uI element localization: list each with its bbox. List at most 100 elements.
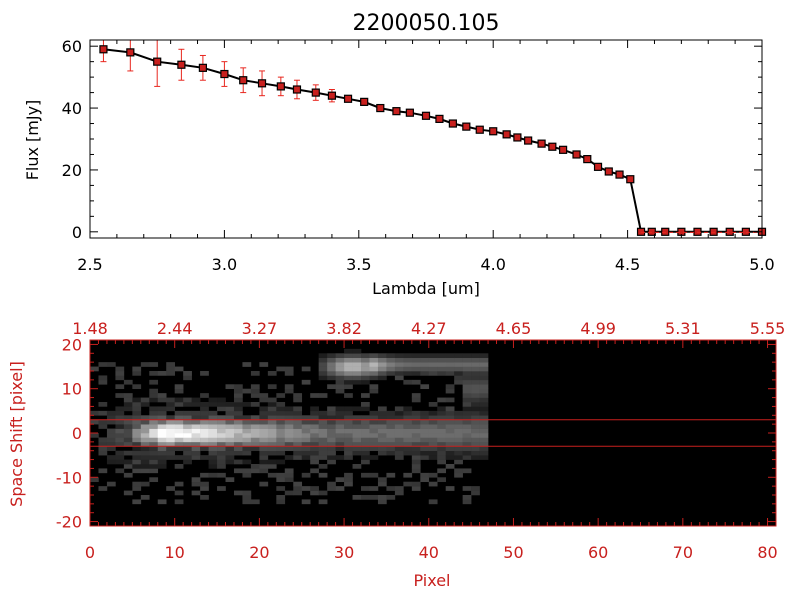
image-pixel: [115, 441, 125, 447]
image-pixel: [174, 428, 184, 434]
image-pixel: [445, 455, 455, 460]
image-pixel: [428, 371, 438, 376]
image-pixel: [462, 428, 472, 434]
chart-title: 2200050.105: [353, 11, 500, 36]
flux-point: [327, 91, 337, 100]
image-pixel: [327, 415, 336, 421]
image-pixel: [225, 428, 235, 434]
image-pixel: [327, 353, 336, 359]
image-pixel: [369, 419, 379, 425]
image-pixel: [445, 366, 455, 372]
image-pixel: [250, 419, 260, 425]
image-pixel: [208, 428, 218, 434]
image-pixel: [403, 481, 413, 487]
image-pixel: [233, 393, 243, 398]
image-pixel: [293, 481, 303, 487]
image-pixel: [377, 450, 387, 456]
image-pixel: [259, 397, 269, 403]
image-pixel: [276, 477, 286, 483]
image-pixel: [327, 366, 336, 372]
image-pixel: [335, 371, 345, 376]
spectrum-axes-frame: [89, 39, 763, 239]
image-pixel: [462, 357, 472, 363]
image-pixel: [479, 406, 489, 412]
image-pixel: [335, 446, 345, 452]
image-pixel: [352, 441, 362, 447]
image-pixel: [394, 424, 404, 429]
image-pixel: [200, 406, 209, 412]
image-pixel: [157, 410, 167, 416]
image-pixel: [140, 424, 150, 429]
image-pixel: [352, 415, 362, 421]
image-pixel: [132, 437, 142, 443]
image-pixel: [259, 393, 269, 398]
image-pixel: [310, 415, 319, 421]
image-pixel: [132, 428, 142, 434]
image-pixel: [191, 419, 201, 425]
image-pixel: [310, 490, 319, 496]
image-pixel: [420, 357, 430, 363]
image-pixel: [344, 379, 353, 385]
flux-point: [376, 103, 385, 113]
image-pixel: [369, 446, 379, 452]
image-top-tick-label: 2.44: [157, 319, 193, 338]
image-pixel: [149, 441, 159, 447]
image-pixel: [90, 433, 99, 438]
image-pixel: [327, 433, 336, 438]
image-pixel: [361, 375, 370, 381]
image-pixel: [157, 433, 167, 438]
image-pixel: [132, 450, 142, 456]
image-pixel: [344, 393, 353, 398]
image-pixel: [174, 410, 184, 416]
image-pixel: [479, 362, 489, 367]
image-pixel: [250, 464, 260, 469]
image-pixel: [276, 415, 286, 421]
image-pixel: [437, 424, 446, 429]
image-pixel: [310, 410, 319, 416]
image-pixel: [344, 446, 353, 452]
image-pixel: [132, 371, 142, 376]
image-pixel: [318, 393, 328, 398]
image-pixel: [217, 415, 226, 421]
image-pixel: [411, 464, 421, 469]
image-pixel: [377, 353, 387, 359]
image-pixel: [293, 455, 303, 460]
image-pixel: [479, 455, 489, 460]
image-pixel: [140, 428, 150, 434]
image-pixel: [377, 371, 387, 376]
image-pixel: [301, 366, 311, 372]
image-pixel: [174, 433, 184, 438]
image-pixel: [166, 402, 175, 407]
image-pixel: [149, 468, 159, 474]
image-pixel: [276, 410, 286, 416]
image-pixel: [301, 499, 311, 505]
image-pixel: [310, 424, 319, 429]
image-pixels: [90, 348, 489, 505]
image-pixel: [208, 472, 218, 478]
image-pixel: [140, 495, 150, 500]
image-pixel: [369, 437, 379, 443]
image-pixel: [123, 472, 133, 478]
image-pixel: [225, 384, 235, 390]
image-pixel: [403, 437, 413, 443]
image-pixel: [132, 464, 142, 469]
image-pixel: [293, 424, 303, 429]
image-pixel: [462, 410, 472, 416]
image-pixel: [200, 441, 209, 447]
image-pixel: [233, 384, 243, 390]
image-pixel: [284, 433, 294, 438]
image-pixel: [369, 375, 379, 381]
image-pixel: [267, 419, 277, 425]
image-pixel: [233, 406, 243, 412]
image-pixel: [276, 486, 286, 491]
image-pixel: [318, 419, 328, 425]
image-pixel: [479, 402, 489, 407]
image-pixel: [200, 393, 209, 398]
image-pixel: [327, 459, 336, 465]
image-pixel: [428, 481, 438, 487]
image-pixel: [335, 428, 345, 434]
image-pixel: [149, 419, 159, 425]
image-pixel: [250, 441, 260, 447]
image-pixel: [327, 437, 336, 443]
image-pixel: [377, 441, 387, 447]
